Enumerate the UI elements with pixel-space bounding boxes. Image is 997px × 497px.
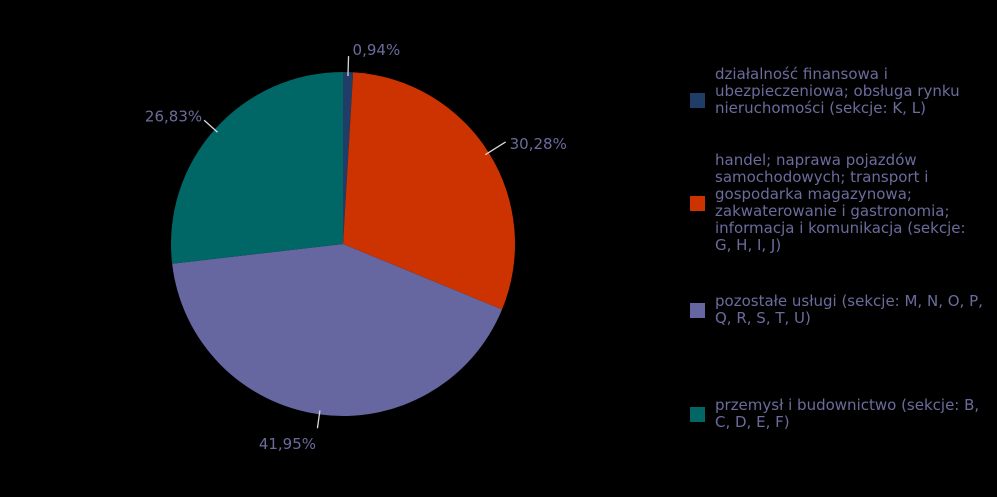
legend-label-other-services: pozostałe usługi (sekcje: M, N, O, P, Q,…	[715, 292, 983, 327]
leader-line-finance	[347, 56, 350, 77]
data-label-trade: 30,28%	[510, 135, 567, 153]
data-label-other-services: 41,95%	[259, 435, 316, 453]
legend-label-finance: działalność finansowa i ubezpieczeniowa;…	[715, 65, 960, 117]
pie-slice-finance	[343, 72, 354, 244]
legend-swatch-industry	[690, 407, 705, 422]
pie-slices	[171, 72, 515, 417]
legend: działalność finansowa i ubezpieczeniowa;…	[690, 0, 990, 497]
leader-line-other-services	[316, 410, 321, 429]
pie-slice-other-services	[172, 244, 503, 417]
legend-swatch-other-services	[690, 303, 705, 318]
legend-label-trade: handel; naprawa pojazdów samochodowych; …	[715, 151, 966, 254]
data-label-finance: 0,94%	[353, 41, 401, 59]
data-labels: 0,94% 30,28% 41,95% 26,83%	[145, 41, 567, 453]
legend-swatch-finance	[690, 93, 705, 108]
leader-line-trade	[484, 141, 506, 156]
leader-line-industry	[203, 119, 219, 133]
legend-label-industry: przemysł i budownictwo (sekcje: B, C, D,…	[715, 396, 980, 431]
pie-slice-trade	[343, 72, 515, 310]
leader-lines	[203, 56, 506, 429]
pie-slice-industry	[171, 72, 343, 264]
legend-swatch-trade	[690, 196, 705, 211]
data-label-industry: 26,83%	[145, 107, 202, 125]
